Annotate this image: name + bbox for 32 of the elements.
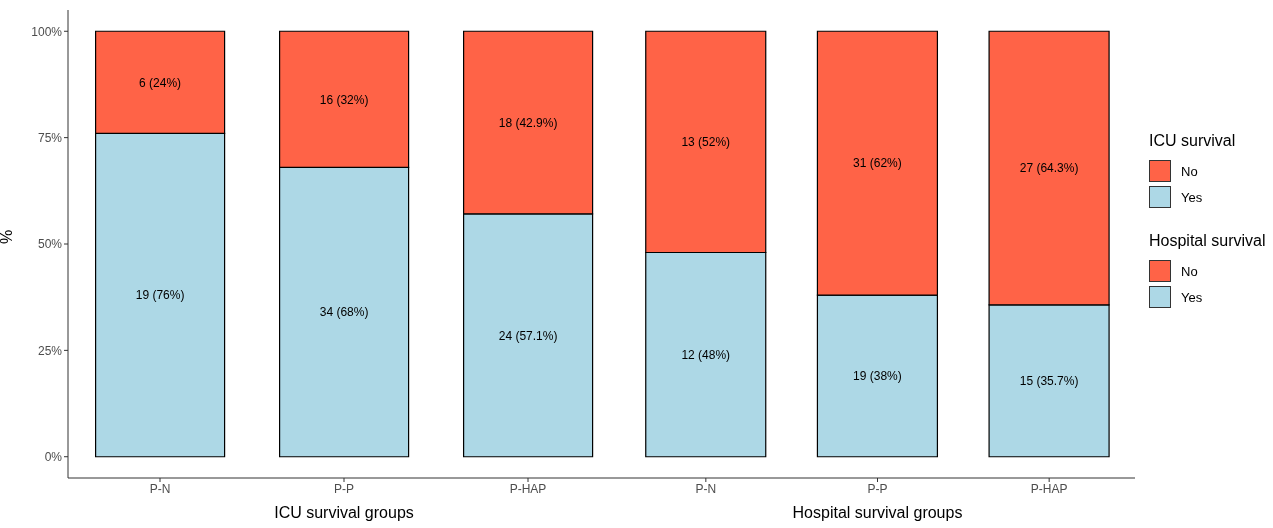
x-tick-label: P-N — [695, 481, 717, 496]
legend-label: Yes — [1181, 289, 1203, 305]
text: Yes — [1181, 189, 1203, 205]
data-label: 19 (38%) — [853, 369, 902, 384]
legend-title: Hospital survival — [1149, 232, 1266, 250]
data-label: 6 (24%) — [139, 75, 182, 90]
y-axis-title: % — [0, 229, 15, 244]
x-tick-label: P-HAP — [1030, 481, 1068, 496]
y-tick-label: 75% — [37, 130, 63, 145]
y-tick-label: 50% — [37, 237, 63, 252]
x-tick-label: P-N — [149, 481, 171, 496]
data-label: 34 (68%) — [319, 305, 369, 320]
data-label: 18 (42.9%) — [498, 115, 558, 130]
x-axis-title: Hospital survival groups — [792, 504, 963, 521]
x-tick-label: P-P — [867, 481, 888, 496]
y-tick-label: 0% — [44, 449, 63, 464]
y-tick-label: 100% — [31, 24, 63, 39]
data-label: 15 (35.7%) — [1019, 374, 1079, 389]
x-tick-label: P-HAP — [509, 481, 547, 496]
data-label: 27 (64.3%) — [1019, 161, 1079, 176]
y-tick-label: 25% — [37, 343, 63, 358]
data-label: 12 (48%) — [681, 347, 731, 362]
text: No — [1181, 263, 1198, 279]
legend-title: ICU survival — [1149, 132, 1237, 150]
data-label: 19 (76%) — [135, 288, 185, 303]
data-label: 24 (57.1%) — [498, 328, 558, 343]
data-label: 13 (52%) — [681, 135, 731, 150]
legend-label: No — [1181, 163, 1198, 179]
data-label: 16 (32%) — [319, 92, 369, 107]
x-axis-title: ICU survival groups — [274, 504, 414, 521]
x-tick-label: P-P — [333, 481, 355, 496]
data-label: 31 (62%) — [853, 156, 902, 171]
